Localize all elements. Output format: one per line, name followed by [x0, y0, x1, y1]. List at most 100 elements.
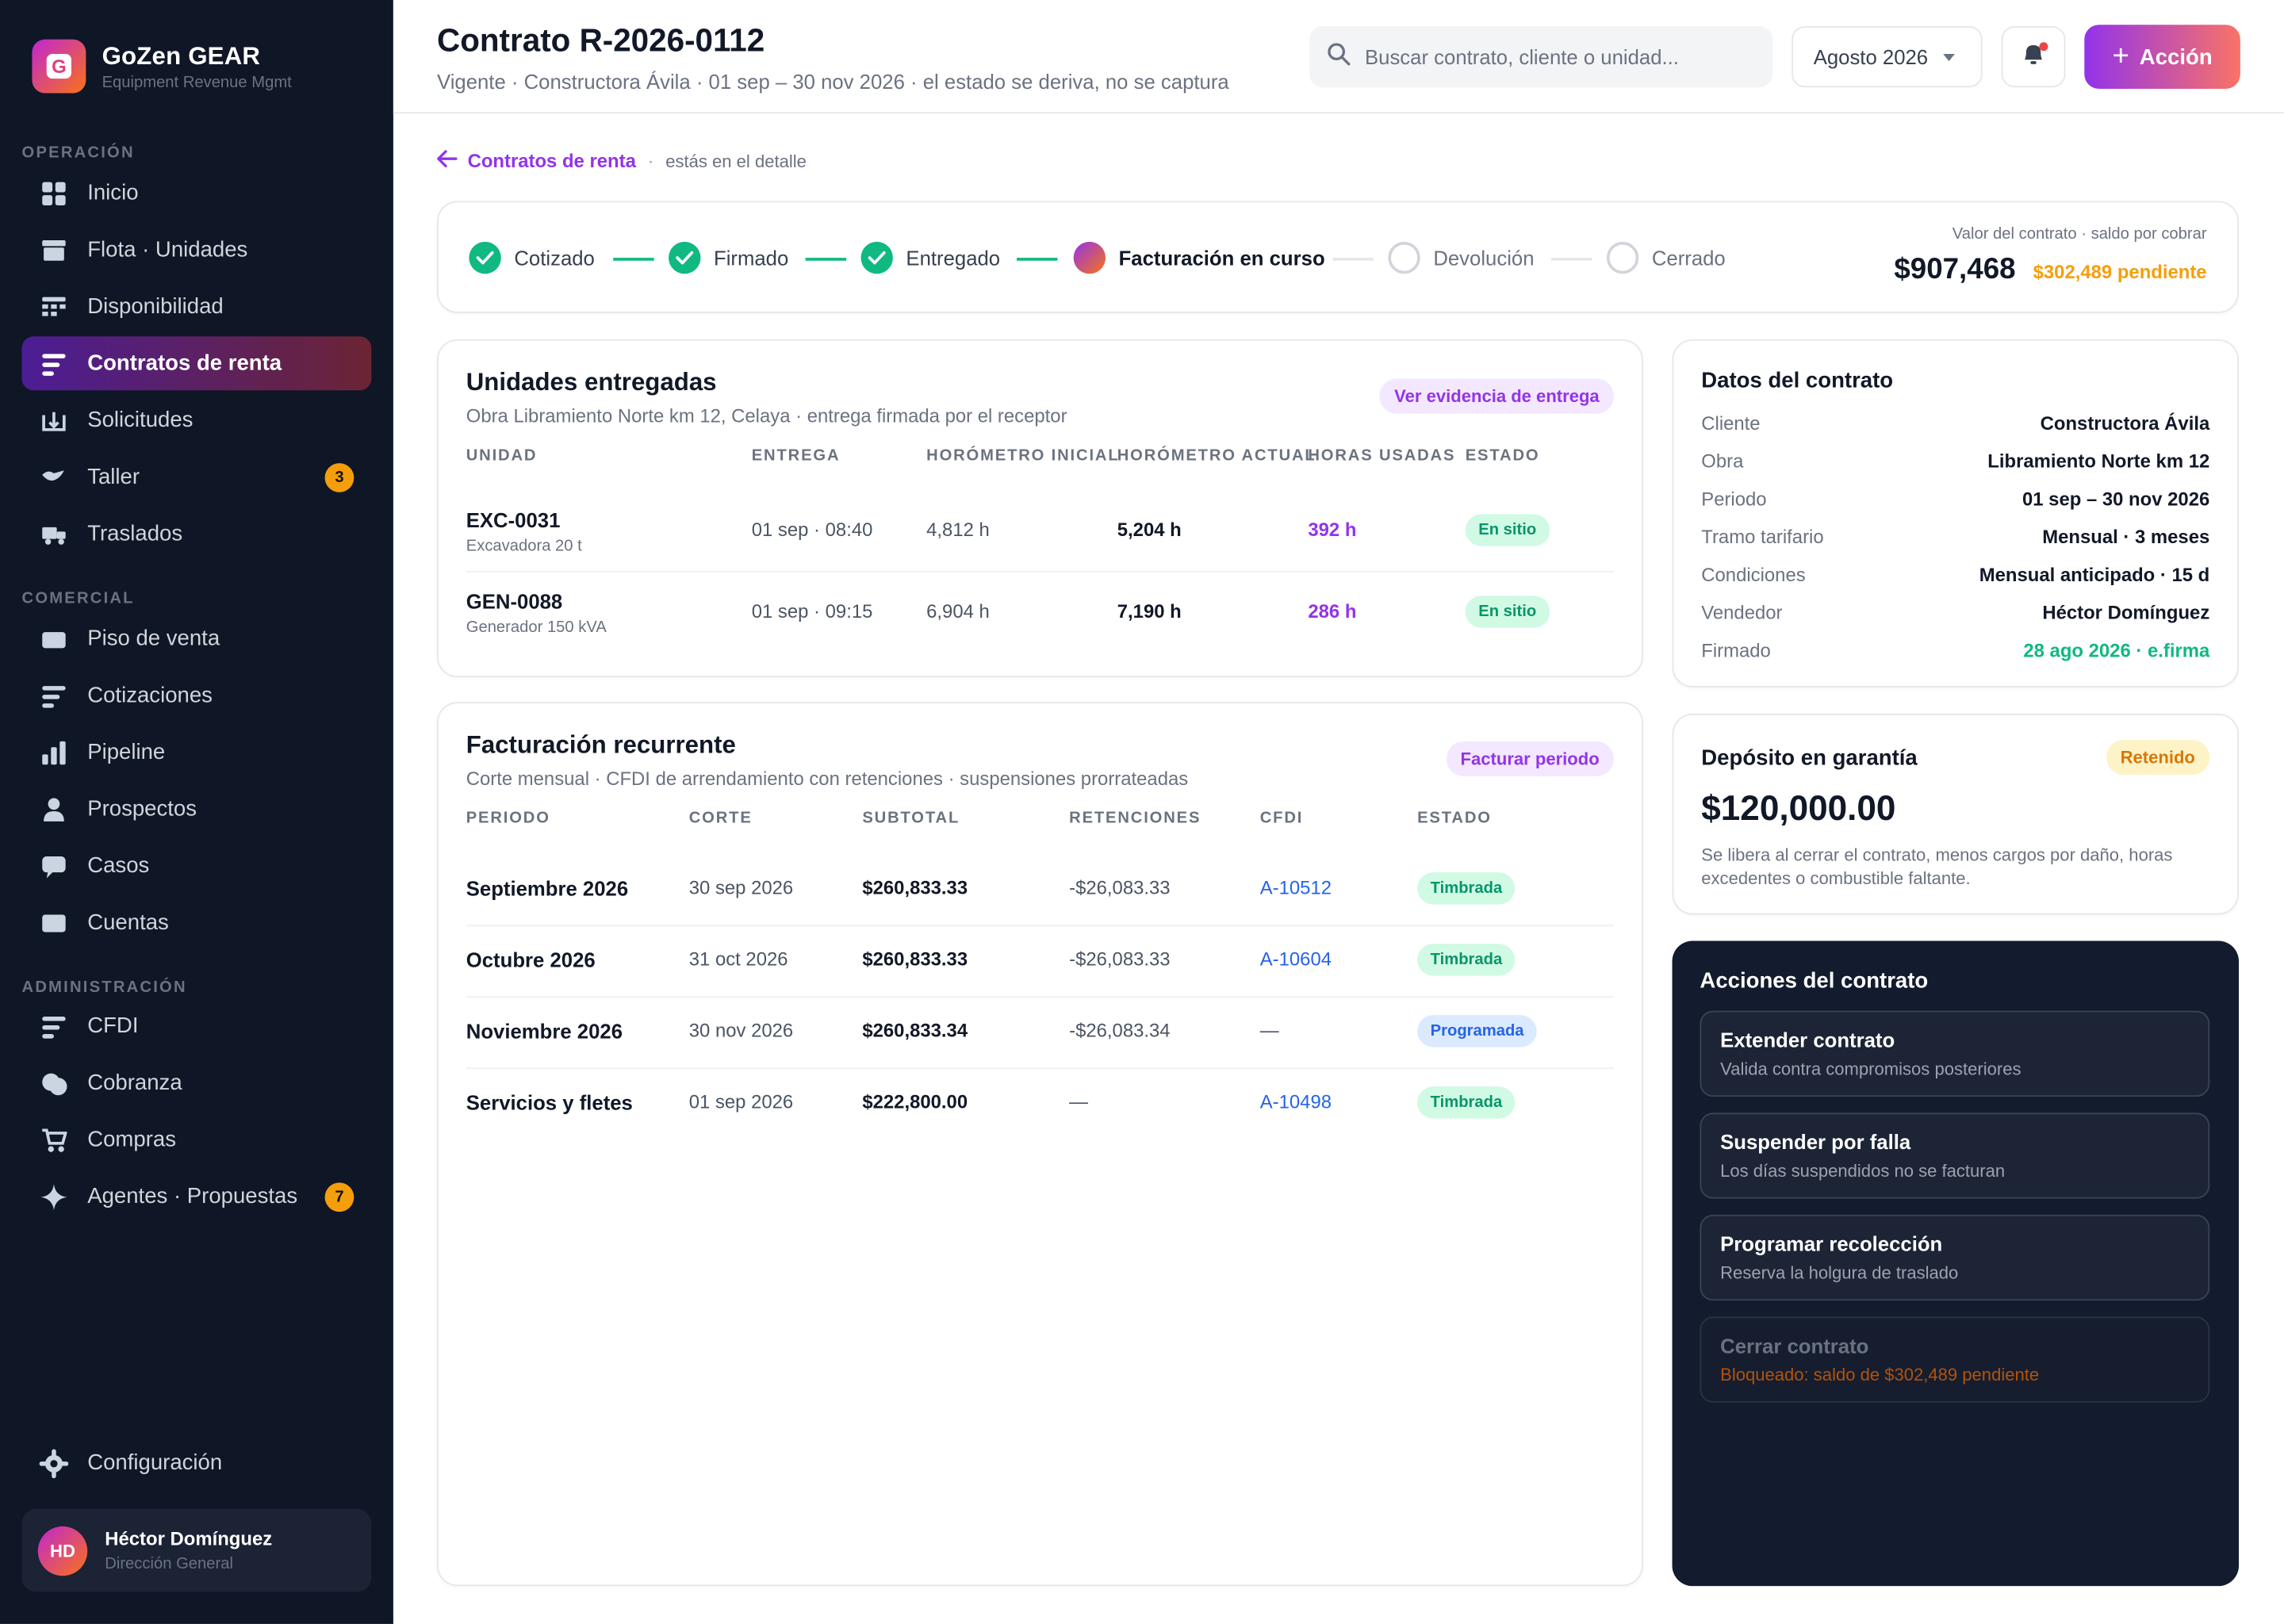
unit-id: GEN-0088 — [466, 589, 563, 614]
contract-value-caption: Valor del contrato · saldo por cobrar — [1952, 225, 2207, 243]
field-label: Firmado — [1701, 639, 1771, 661]
recurring-billing-card: Facturación recurrente Corte mensual · C… — [437, 702, 1643, 1587]
sidebar-item-label: Cobranza — [87, 1070, 182, 1096]
sidebar-item-pipeline[interactable]: Pipeline — [22, 726, 372, 779]
check-icon — [860, 241, 893, 274]
search-box[interactable] — [1309, 26, 1773, 88]
deposit-card: Depósito en garantía Retenido $120,000.0… — [1672, 713, 2240, 915]
calendar-dots-icon — [40, 292, 69, 321]
action-desc: Los días suspendidos no se facturan — [1720, 1160, 2006, 1182]
breadcrumb-current: estás en el detalle — [665, 151, 807, 171]
status-stepper: Cotizado Firmado Entregado Facturación e… — [437, 201, 2240, 313]
extend-contract-button[interactable]: Extender contrato Valida contra compromi… — [1700, 1010, 2210, 1097]
step-label: Cotizado — [514, 246, 595, 270]
action-title: Cerrar contrato — [1720, 1334, 1869, 1358]
status-badge: Programada — [1417, 1015, 1538, 1048]
unit-hour-start: 4,812 h — [926, 518, 990, 541]
sidebar-item-inicio[interactable]: Inicio — [22, 166, 372, 220]
row-divider — [466, 570, 1615, 573]
contract-value: Valor del contrato · saldo por cobrar $9… — [1894, 226, 2206, 287]
check-icon — [469, 241, 501, 274]
sidebar-item-label: Compras — [87, 1127, 176, 1152]
sidebar-item-solicitudes[interactable]: Solicitudes — [22, 393, 372, 447]
sidebar-item-cotizaciones[interactable]: Cotizaciones — [22, 668, 372, 722]
sidebar-item-cuentas[interactable]: Cuentas — [22, 896, 372, 950]
sidebar-item-taller[interactable]: Taller 3 — [22, 450, 372, 504]
user-card[interactable]: HD Héctor Domínguez Dirección General — [21, 1508, 372, 1592]
back-arrow-icon[interactable] — [437, 150, 458, 172]
cfdi-link[interactable]: A-10604 — [1259, 948, 1332, 971]
bill-period-button[interactable]: Facturar periodo — [1446, 741, 1615, 776]
sidebar-item-piso-de-venta[interactable]: Piso de venta — [22, 611, 372, 665]
column-header: CORTE — [688, 810, 753, 828]
unit-delivery: 01 sep · 08:40 — [751, 518, 873, 541]
delivery-evidence-button[interactable]: Ver evidencia de entrega — [1379, 378, 1615, 414]
unit-hours-used: 392 h — [1308, 518, 1357, 541]
deposit-amount: $120,000.00 — [1701, 789, 1896, 829]
billing-retentions: -$26,083.34 — [1069, 1019, 1171, 1042]
contract-pending-amount: $302,489 pendiente — [2033, 260, 2207, 283]
brand[interactable]: G GoZen GEAR Equipment Revenue Mgmt — [32, 39, 292, 94]
sidebar-item-cfdi[interactable]: CFDI — [22, 999, 372, 1053]
breadcrumb-back-link[interactable]: Contratos de renta — [467, 150, 636, 172]
field-label: Tramo tarifario — [1701, 526, 1824, 548]
month-select[interactable]: Agosto 2026 — [1792, 26, 1983, 88]
row-divider — [466, 1067, 1615, 1070]
sidebar-item-traslados[interactable]: Traslados — [22, 507, 372, 561]
sidebar-item-label: Pipeline — [87, 740, 166, 765]
status-badge: En sitio — [1465, 514, 1550, 546]
card-subtitle: Obra Libramiento Norte km 12, Celaya · e… — [466, 404, 1067, 427]
step-label: Entregado — [906, 246, 1001, 270]
taller-badge: 3 — [324, 463, 354, 492]
sidebar-item-agentes[interactable]: Agentes · Propuestas 7 — [22, 1170, 372, 1224]
field-value-vendedor: Héctor Domínguez — [2042, 601, 2210, 624]
sidebar-item-label: Solicitudes — [87, 408, 194, 433]
sidebar-item-label: Taller — [87, 464, 140, 490]
field-value-firmado: 28 ago 2026 · e.firma — [2023, 639, 2210, 661]
billing-retentions: -$26,083.33 — [1069, 948, 1171, 971]
action-button[interactable]: + Acción — [2084, 25, 2240, 90]
row-divider — [466, 925, 1615, 927]
step-firmado: Firmado — [669, 241, 789, 274]
schedule-pickup-button[interactable]: Programar recolección Reserva la holgura… — [1700, 1214, 2210, 1301]
field-value-condiciones: Mensual anticipado · 15 d — [1979, 563, 2210, 586]
page-subtitle: Vigente · Constructora Ávila · 01 sep – … — [437, 70, 1229, 94]
sidebar-item-cobranza[interactable]: Cobranza — [22, 1056, 372, 1110]
status-badge: Timbrada — [1417, 872, 1516, 905]
action-button-label: Acción — [2139, 44, 2213, 70]
avatar: HD — [37, 1525, 88, 1576]
column-header: PERIODO — [466, 810, 550, 828]
notifications-button[interactable] — [2001, 26, 2066, 88]
breadcrumb-separator: · — [647, 150, 654, 172]
cfdi-link[interactable]: A-10498 — [1259, 1090, 1332, 1113]
search-input[interactable] — [1364, 44, 1744, 69]
sidebar-item-contratos[interactable]: Contratos de renta — [21, 336, 372, 391]
wrench-icon — [40, 462, 69, 492]
step-label: Facturación en curso — [1118, 246, 1325, 270]
billing-period: Servicios y fletes — [466, 1090, 633, 1115]
gear-icon — [39, 1448, 69, 1478]
billing-cut: 30 nov 2026 — [688, 1019, 794, 1042]
step-label: Firmado — [713, 246, 789, 270]
sidebar-item-prospectos[interactable]: Prospectos — [22, 782, 372, 836]
status-badge: Timbrada — [1417, 1086, 1516, 1119]
cfdi-link[interactable]: A-10512 — [1259, 876, 1332, 899]
column-header: ENTREGA — [751, 446, 841, 465]
sidebar-item-casos[interactable]: Casos — [22, 839, 372, 893]
billing-cut: 01 sep 2026 — [688, 1090, 794, 1113]
sidebar-item-disponibilidad[interactable]: Disponibilidad — [22, 280, 372, 334]
billing-retentions: — — [1069, 1090, 1089, 1113]
step-label: Devolución — [1433, 246, 1535, 270]
billing-period: Septiembre 2026 — [466, 876, 629, 901]
bar-chart-icon — [40, 737, 69, 767]
sidebar-item-flota[interactable]: Flota · Unidades — [22, 223, 372, 277]
sidebar-item-compras[interactable]: Compras — [22, 1113, 372, 1166]
close-contract-button: Cerrar contrato Bloqueado: saldo de $302… — [1700, 1316, 2210, 1403]
field-value-obra: Libramiento Norte km 12 — [1987, 450, 2210, 473]
user-name: Héctor Domínguez — [105, 1527, 273, 1550]
suspend-button[interactable]: Suspender por falla Los días suspendidos… — [1700, 1113, 2210, 1199]
card-subtitle: Corte mensual · CFDI de arrendamiento co… — [466, 767, 1189, 790]
cfdi-empty: — — [1259, 1019, 1279, 1042]
sidebar-item-configuracion[interactable]: Configuración — [22, 1436, 372, 1490]
bell-icon — [2021, 40, 2047, 74]
